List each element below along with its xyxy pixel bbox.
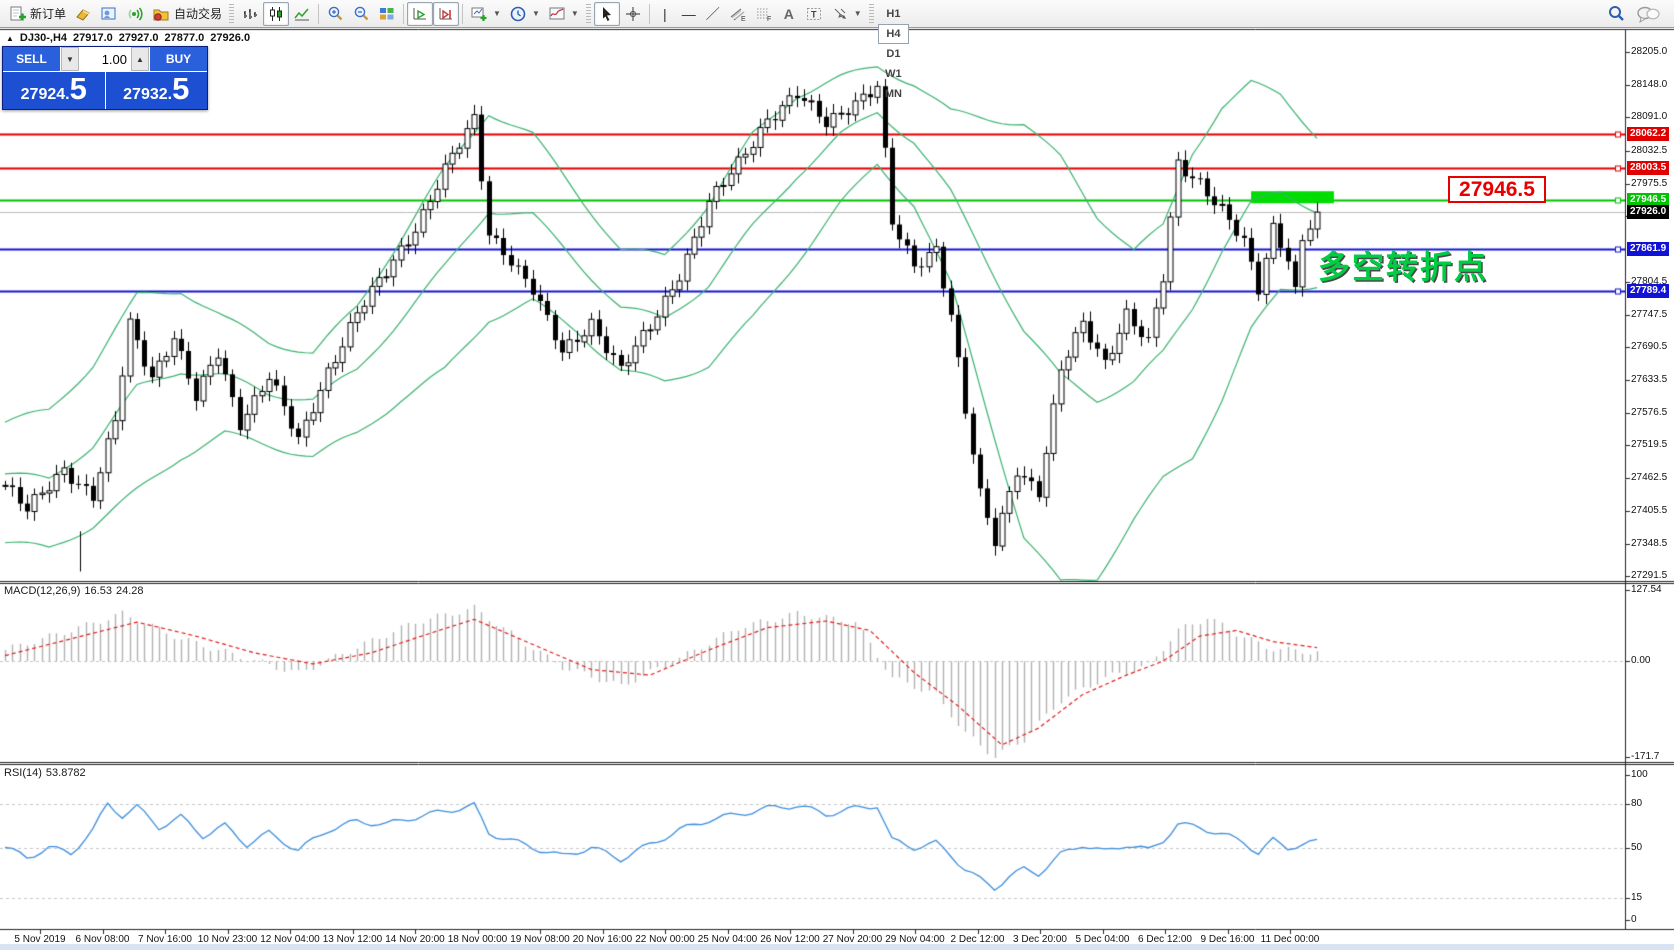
line-chart-icon <box>293 5 311 23</box>
chart-window-icon <box>100 5 118 23</box>
eraser-icon <box>74 5 92 23</box>
toolbar-separator <box>318 3 320 24</box>
signals-button[interactable] <box>122 2 148 26</box>
label-icon: T <box>805 5 823 23</box>
zoom-out-button[interactable] <box>348 2 374 26</box>
bar-chart-icon <box>241 5 259 23</box>
trendline-button[interactable]: ／ <box>701 2 725 26</box>
chevron-down-icon: ▼ <box>570 9 579 18</box>
tab-timeframe-d1[interactable]: D1 <box>886 47 901 60</box>
auto-trading-label: 自动交易 <box>174 7 223 21</box>
horizontal-line-button[interactable]: — <box>677 2 701 26</box>
buy-price[interactable]: 27932. 5 <box>106 72 208 109</box>
hline-icon: — <box>681 5 696 22</box>
toolbar-separator <box>403 3 405 24</box>
auto-trading-icon <box>152 5 170 23</box>
sell-price-dot: . <box>65 86 70 103</box>
auto-scroll-button[interactable] <box>407 1 434 26</box>
tile-windows-icon <box>378 5 396 23</box>
line-chart-button[interactable] <box>289 2 315 26</box>
trade-panel-controls: SELL ▼ ▲ BUY <box>3 47 207 71</box>
zoom-out-icon <box>352 5 370 23</box>
candlestick-icon <box>267 5 285 23</box>
price-callout-box[interactable]: 27946.5 <box>1448 176 1546 203</box>
new-order-icon <box>8 5 26 23</box>
tile-windows-button[interactable] <box>374 2 400 26</box>
shapes-icon <box>831 5 849 23</box>
text-button[interactable]: A <box>777 2 801 26</box>
vline-icon: | <box>662 5 667 22</box>
trade-panel-prices: 27924. 5 27932. 5 <box>3 71 207 109</box>
fibonacci-button[interactable]: F <box>751 2 777 26</box>
trendline-icon: ／ <box>705 5 720 22</box>
toolbar-separator <box>462 3 464 24</box>
toolbar-grip <box>229 3 235 24</box>
cursor-button[interactable] <box>593 1 620 26</box>
template-icon <box>548 5 566 23</box>
svg-text:E: E <box>741 16 746 23</box>
new-chart-button[interactable]: ▼ <box>466 2 505 26</box>
crosshair-button[interactable] <box>620 2 646 26</box>
volume-input[interactable] <box>79 47 131 71</box>
channel-button[interactable]: E <box>725 2 751 26</box>
sell-price[interactable]: 27924. 5 <box>3 72 106 109</box>
auto-scroll-icon <box>411 5 429 23</box>
sell-price-frac: 5 <box>69 71 87 106</box>
tab-timeframe-mn[interactable]: MN <box>884 87 902 100</box>
new-order-button[interactable]: 新订单 <box>4 2 70 26</box>
market-watch-button[interactable] <box>96 2 122 26</box>
tab-timeframe-h1[interactable]: H1 <box>886 7 901 20</box>
period-clock-icon <box>509 5 527 23</box>
close-order-button[interactable] <box>70 2 96 26</box>
chart-shift-button[interactable] <box>433 1 460 26</box>
templates-button[interactable]: ▼ <box>544 2 583 26</box>
toolbar-separator <box>648 3 650 24</box>
candlestick-button[interactable] <box>263 1 290 26</box>
buy-button[interactable]: BUY <box>149 47 207 71</box>
svg-text:T: T <box>811 9 817 19</box>
zoom-in-icon <box>326 5 344 23</box>
chat-icon[interactable] <box>1636 4 1660 24</box>
profiles-button[interactable]: ▼ <box>505 2 544 26</box>
search-icon[interactable] <box>1606 4 1626 24</box>
toolbar: 新订单 自动交易 <box>0 0 1674 100</box>
toolbar-right <box>1606 4 1670 24</box>
auto-trading-button[interactable]: 自动交易 <box>148 2 226 26</box>
vertical-line-button[interactable]: | <box>653 2 677 26</box>
timeframe-group: M1M5M15M30H1H4D1W1MN <box>877 0 910 104</box>
sell-button[interactable]: SELL <box>3 47 61 71</box>
bar-chart-button[interactable] <box>237 2 263 26</box>
volume-stepper: ▼ ▲ <box>61 47 149 71</box>
tab-timeframe-w1[interactable]: W1 <box>885 67 902 80</box>
new-chart-icon <box>470 5 488 23</box>
buy-price-frac: 5 <box>172 71 190 106</box>
toolbar-grip <box>585 3 591 24</box>
cursor-icon <box>598 5 616 23</box>
text-icon: A <box>783 5 794 22</box>
zoom-in-button[interactable] <box>322 2 348 26</box>
svg-text:F: F <box>767 16 771 23</box>
one-click-trading-panel: SELL ▼ ▲ BUY 27924.5 27932.5 <box>2 46 208 110</box>
chart-shift-icon <box>437 5 455 23</box>
channel-icon: E <box>729 5 747 23</box>
chevron-down-icon: ▼ <box>531 9 540 18</box>
tab-timeframe-h4[interactable]: H4 <box>877 23 910 44</box>
fibonacci-icon: F <box>755 5 773 23</box>
chevron-down-icon: ▼ <box>853 9 862 18</box>
shapes-button[interactable]: ▼ <box>827 2 866 26</box>
buy-price-dot: . <box>167 86 173 103</box>
buy-price-int: 27932 <box>123 86 168 103</box>
signal-icon <box>126 5 144 23</box>
volume-increase-button[interactable]: ▲ <box>131 47 149 71</box>
sell-price-int: 27924 <box>20 86 66 103</box>
crosshair-icon <box>624 5 642 23</box>
volume-decrease-button[interactable]: ▼ <box>61 47 79 71</box>
toolbar-grip <box>868 3 874 24</box>
chevron-down-icon: ▼ <box>493 9 501 18</box>
label-button[interactable]: T <box>801 2 827 26</box>
new-order-label: 新订单 <box>30 7 67 21</box>
